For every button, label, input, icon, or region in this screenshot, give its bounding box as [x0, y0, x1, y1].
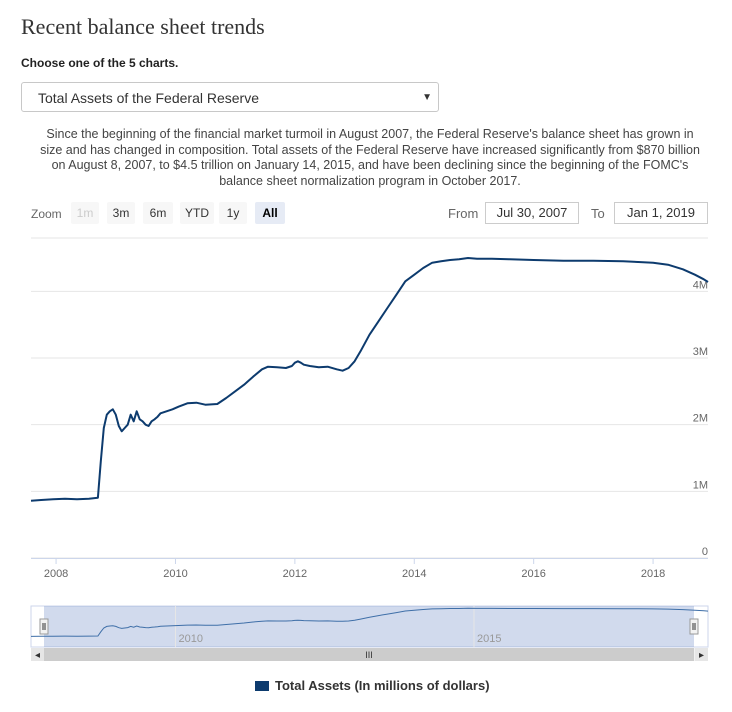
navigator[interactable]: 2010 2015 III ◂ ▸: [30, 605, 709, 661]
y-tick-label: 0: [702, 546, 708, 558]
x-tick-label: 2018: [641, 568, 665, 580]
y-axis: 0 1M 2M 3M 4M: [693, 279, 708, 558]
y-tick-label: 4M: [693, 279, 708, 291]
page-title: Recent balance sheet trends: [21, 14, 265, 39]
chevron-down-icon: ▼: [422, 92, 432, 103]
chart-series: [30, 257, 709, 502]
range-from-input[interactable]: Jul 30, 2007: [485, 202, 579, 224]
range-from-label: From: [448, 206, 479, 221]
y-tick-label: 2M: [693, 413, 708, 425]
scrollbar-left-button[interactable]: [31, 648, 44, 661]
x-tick-label: 2010: [163, 568, 187, 580]
navigator-label: 2010: [178, 633, 202, 645]
y-tick-label: 3M: [693, 346, 708, 358]
navigator-background: [30, 605, 709, 648]
zoom-button-all[interactable]: All: [255, 202, 285, 224]
chart-select[interactable]: Total Assets of the Federal Reserve ▼: [21, 82, 439, 112]
chart-chooser-label: Choose one of the 5 charts.: [21, 56, 179, 70]
zoom-label: Zoom: [31, 207, 62, 221]
arrow-left-icon: ◂: [35, 650, 40, 661]
zoom-button-3m[interactable]: 3m: [107, 202, 135, 224]
arrow-right-icon: ▸: [699, 650, 704, 661]
navigator-handle-right[interactable]: [689, 618, 699, 635]
zoom-button-ytd[interactable]: YTD: [180, 202, 214, 224]
range-to-label: To: [591, 206, 605, 221]
zoom-button-6m[interactable]: 6m: [143, 202, 173, 224]
x-tick-label: 2012: [283, 568, 307, 580]
chart-select-value: Total Assets of the Federal Reserve: [38, 90, 259, 106]
navigator-mask: [44, 606, 694, 647]
legend-label: Total Assets (In millions of dollars): [275, 678, 490, 693]
legend-swatch: [255, 681, 269, 691]
chart-description: Since the beginning of the financial mar…: [40, 127, 700, 188]
x-tick-label: 2016: [521, 568, 545, 580]
zoom-button-1m[interactable]: 1m: [71, 202, 99, 224]
x-tick-label: 2014: [402, 568, 426, 580]
scrollbar-thumb[interactable]: [44, 648, 694, 661]
scrollbar-right-button[interactable]: [695, 648, 708, 661]
y-tick-label: 1M: [693, 479, 708, 491]
scrollbar-grip: III: [365, 650, 373, 660]
navigator-handle-left[interactable]: [39, 618, 49, 635]
x-axis: 2008 2010 2012 2014 2016 2018: [31, 558, 708, 580]
series-line-total-assets: [30, 257, 709, 502]
zoom-button-1y[interactable]: 1y: [219, 202, 247, 224]
legend-item[interactable]: Total Assets (In millions of dollars): [255, 678, 490, 693]
x-tick-label: 2008: [44, 568, 68, 580]
navigator-label: 2015: [477, 633, 501, 645]
range-to-input[interactable]: Jan 1, 2019: [614, 202, 708, 224]
chart-grid: [31, 237, 708, 559]
navigator-series-line: [30, 607, 709, 637]
